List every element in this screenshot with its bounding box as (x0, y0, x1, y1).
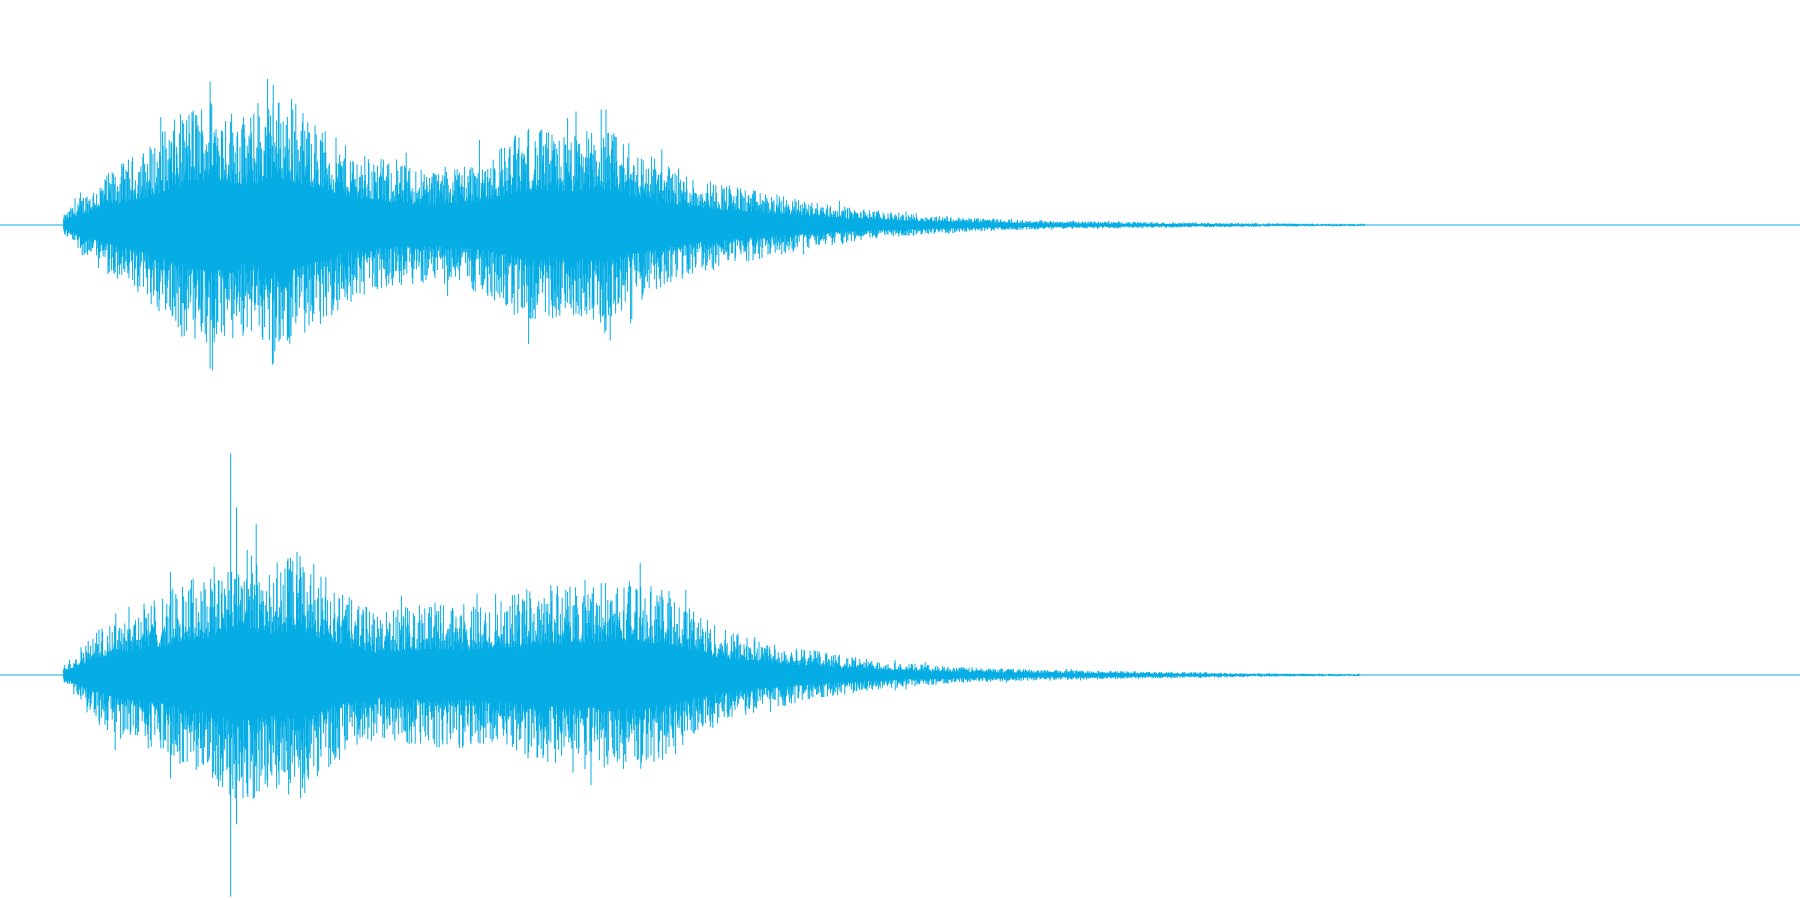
channel-1 (0, 78, 1800, 371)
channel-2-waveform (63, 453, 1362, 897)
channel-1-waveform (63, 78, 1368, 371)
channel-2 (0, 453, 1800, 897)
